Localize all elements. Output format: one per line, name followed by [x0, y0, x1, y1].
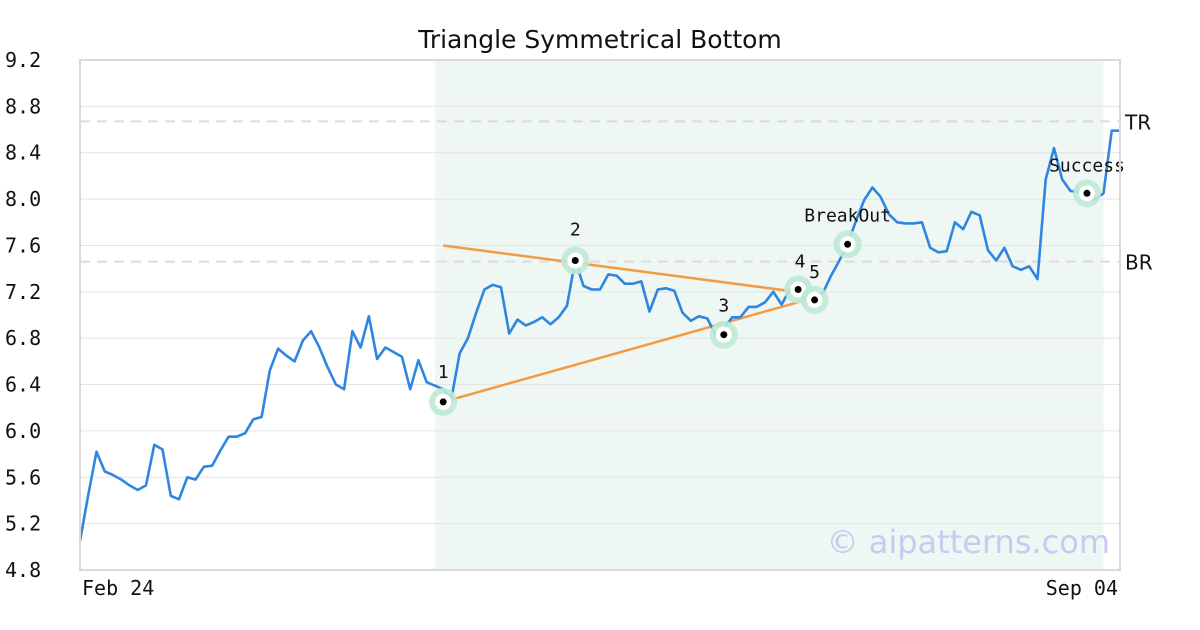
price-line — [78, 129, 1120, 542]
trendline — [442, 294, 824, 404]
marker-label: 4 — [795, 252, 806, 273]
y-tick-label: 9.2 — [5, 48, 41, 72]
marker-dot — [811, 296, 819, 304]
y-tick-label: 6.8 — [5, 326, 41, 350]
pattern-region — [434, 60, 1104, 570]
y-tick-label: 8.0 — [5, 187, 41, 211]
marker-label: Success — [1049, 155, 1125, 176]
marker-dot — [571, 257, 579, 265]
marker-label: BreakOut — [804, 205, 891, 226]
reference-line-label: TR — [1124, 110, 1151, 134]
marker-label: 3 — [718, 296, 729, 317]
reference-line-label: BR — [1125, 251, 1153, 275]
y-tick-label: 8.4 — [5, 141, 41, 165]
y-tick-label: 7.2 — [5, 280, 41, 304]
marker-dot — [794, 286, 802, 293]
chart-title: Triangle Symmetrical Bottom — [417, 25, 782, 54]
y-tick-label: 5.6 — [5, 465, 41, 489]
marker-label: 2 — [570, 220, 581, 241]
marker-dot — [439, 398, 447, 406]
plot-frame — [79, 59, 1121, 571]
marker-dot — [844, 240, 852, 248]
y-tick-label: 6.0 — [5, 419, 41, 443]
watermark: © aipatterns.com — [827, 523, 1110, 561]
marker-dot — [720, 331, 728, 339]
marker-dot — [1083, 189, 1091, 197]
trendline — [443, 244, 824, 297]
y-tick-label: 6.4 — [5, 373, 41, 397]
y-tick-label: 8.8 — [5, 94, 41, 118]
y-tick-label: 5.2 — [5, 512, 41, 536]
x-tick-label: Sep 04 — [1046, 576, 1118, 600]
y-tick-label: 4.8 — [5, 558, 41, 582]
marker-label: 1 — [438, 362, 449, 383]
marker-label: 5 — [809, 262, 820, 283]
x-tick-label: Feb 24 — [82, 576, 154, 600]
y-tick-label: 7.6 — [5, 233, 41, 257]
